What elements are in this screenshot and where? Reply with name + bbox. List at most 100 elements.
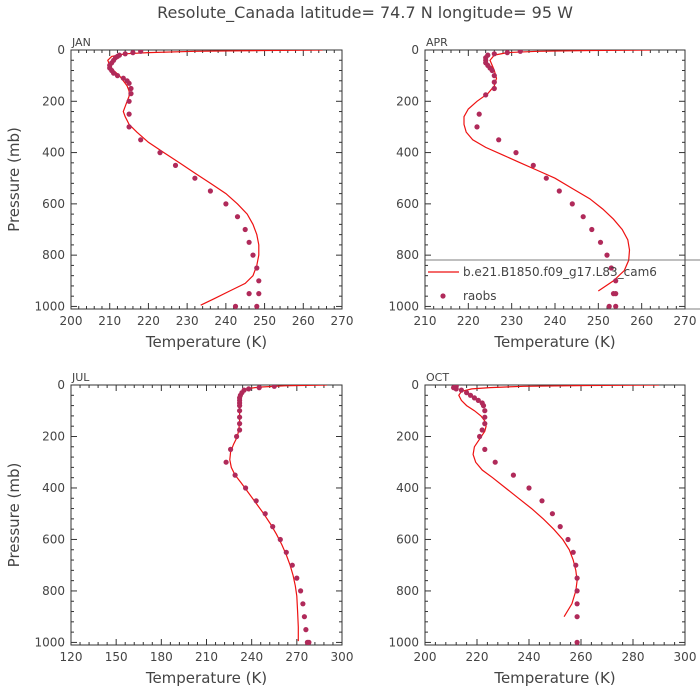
panel-frame-jan (70, 49, 343, 310)
obs-point (126, 124, 132, 130)
x-tick-label: 200 (60, 314, 83, 328)
obs-point (120, 75, 126, 81)
y-tick-label: 800 (396, 248, 419, 262)
obs-point (126, 80, 132, 86)
obs-point (580, 214, 586, 220)
data-layer-jan (107, 50, 323, 309)
obs-point (482, 414, 488, 420)
x-tick-label: 300 (674, 650, 697, 664)
y-tick-label: 400 (396, 146, 419, 160)
x-tick-label: 120 (60, 650, 83, 664)
obs-point (237, 421, 243, 427)
obs-point (526, 485, 532, 491)
obs-point (301, 614, 307, 620)
obs-point (237, 414, 243, 420)
obs-point (474, 124, 480, 130)
obs-point (128, 91, 134, 97)
obs-point (557, 524, 563, 530)
obs-point (207, 188, 213, 194)
obs-point (262, 511, 268, 517)
obs-point (565, 536, 571, 543)
y-tick-label: 1000 (388, 635, 419, 649)
x-tick-label: 230 (500, 314, 523, 328)
panel-frame-oct (424, 384, 686, 646)
x-tick-label: 270 (285, 650, 308, 664)
figure-title: Resolute_Canada latitude= 74.7 N longitu… (157, 3, 573, 23)
x-tick-label: 210 (414, 314, 437, 328)
obs-point (111, 70, 117, 76)
y-tick-label: 0 (57, 43, 65, 57)
x-tick-label: 260 (292, 314, 315, 328)
obs-point (539, 498, 545, 504)
obs-point (223, 459, 229, 465)
obs-point (237, 403, 243, 409)
panel-oct: 200 220 240 260 280 300 0 200 400 600 800 1000 OCT Te… (388, 371, 696, 687)
obs-point (496, 137, 502, 143)
obs-point (246, 291, 252, 297)
x-tick-label: 240 (214, 314, 237, 328)
y-tick-label: 800 (42, 248, 65, 262)
obs-point (549, 511, 556, 517)
obs-point (510, 472, 516, 478)
obs-point (574, 614, 580, 620)
x-tick-label: 250 (587, 314, 610, 328)
obs-point (597, 239, 604, 245)
x-tick-label: 230 (176, 314, 199, 328)
x-tick-label: 150 (105, 650, 128, 664)
obs-point (253, 498, 259, 504)
y-tick-label: 0 (411, 378, 419, 392)
x-tick-label: 210 (98, 314, 121, 328)
y-axis-label: Pressure (mb) (5, 127, 23, 232)
obs-point (574, 575, 580, 581)
panels: 200 210 220 230 240 250 260 270 0 200 400 600 800 100… (5, 36, 700, 687)
obs-point (477, 433, 483, 440)
y-tick-label: 600 (42, 532, 65, 546)
obs-point (270, 524, 276, 530)
obs-point (458, 387, 464, 393)
y-tick-label: 800 (396, 584, 419, 598)
obs-point (128, 85, 134, 92)
obs-point (254, 303, 260, 309)
obs-point (574, 601, 580, 607)
x-axis-label: Temperature (K) (145, 669, 267, 687)
y-tick-label: 0 (57, 378, 65, 392)
y-tick-label: 1000 (34, 299, 65, 313)
x-tick-label: 280 (622, 650, 645, 664)
panel-jul: 120 150 180 210 240 270 300 0 200 400 600 800 1000 JU… (5, 371, 353, 687)
x-tick-label: 240 (544, 314, 567, 328)
obs-point (243, 485, 249, 491)
obs-point (294, 575, 300, 581)
x-tick-label: 260 (630, 314, 653, 328)
data-layer-oct (451, 385, 660, 645)
obs-point (234, 433, 240, 440)
data-layer-jul (223, 385, 327, 645)
panel-jan: 200 210 220 230 240 250 260 270 0 200 400 600 800 100… (5, 36, 353, 351)
y-tick-label: 400 (42, 481, 65, 495)
obs-point (471, 395, 477, 401)
obs-point (246, 239, 252, 245)
y-tick-label: 0 (411, 43, 419, 57)
y-tick-label: 600 (42, 197, 65, 211)
legend-obs-label: raobs (463, 289, 497, 303)
obs-point (491, 79, 497, 85)
obs-point (138, 137, 144, 143)
y-axis-label: Pressure (mb) (5, 463, 23, 568)
obs-point (482, 408, 488, 414)
x-axis-label: Temperature (K) (145, 333, 267, 351)
obs-point (513, 150, 519, 156)
x-axis-label: Temperature (K) (493, 669, 615, 687)
obs-point (480, 403, 487, 409)
x-tick-label: 260 (570, 650, 593, 664)
obs-point (228, 446, 234, 452)
y-tick-label: 600 (396, 532, 419, 546)
x-tick-label: 220 (466, 650, 489, 664)
obs-point (250, 252, 256, 258)
x-tick-label: 200 (414, 650, 437, 664)
obs-point (489, 67, 495, 74)
model-line-oct (458, 385, 660, 618)
obs-point (464, 390, 470, 396)
obs-point (192, 175, 198, 181)
x-tick-label: 240 (240, 650, 263, 664)
obs-point (606, 303, 612, 309)
obs-point (574, 588, 580, 594)
